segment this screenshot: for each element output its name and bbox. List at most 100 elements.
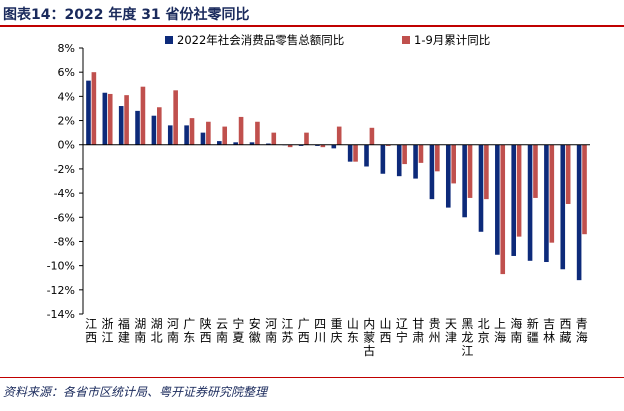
bar-series-1 <box>576 144 582 281</box>
bar-series-1 <box>233 142 238 145</box>
bar-series-1 <box>184 125 189 145</box>
x-tick-label: 西藏 <box>559 317 571 345</box>
x-tick-label: 黑龙江 <box>461 317 473 358</box>
bar-series-2 <box>565 144 571 204</box>
bar-series-2 <box>484 144 489 200</box>
bar-series-1 <box>151 115 157 145</box>
bar-series-1 <box>266 143 271 145</box>
x-tick-label: 江西 <box>85 317 97 345</box>
bar-series-1 <box>495 144 500 255</box>
bar-series-2 <box>336 126 342 145</box>
bar-series-1 <box>396 144 402 177</box>
bar-series-1 <box>380 144 386 174</box>
x-tick-label: 广西 <box>298 317 310 345</box>
bar-series-2 <box>107 93 113 145</box>
legend-swatch-series-1 <box>165 36 173 44</box>
y-axis: 8% 6% 4% 2% 0% -2% -4% -6% -8% -10% -12% -14% <box>47 42 84 321</box>
y-tick-label: -6% <box>54 211 75 224</box>
bar-series-2 <box>255 121 260 145</box>
bar-series-2 <box>435 144 440 172</box>
bar-series-1 <box>86 80 91 145</box>
bar-series-1 <box>544 144 549 263</box>
x-tick-label: 青海 <box>576 317 588 345</box>
bar-series-1 <box>364 144 369 167</box>
bar-series-1 <box>118 106 124 145</box>
bar-series-1 <box>167 125 173 145</box>
legend-label-series-2: 1-9月累计同比 <box>414 33 490 47</box>
bar-series-2 <box>418 144 424 163</box>
x-tick-label: 吉林 <box>543 317 555 345</box>
bar-series-1 <box>429 144 435 200</box>
bar-series-1 <box>331 144 337 149</box>
bar-series-1 <box>413 144 418 179</box>
x-tick-label: 江苏 <box>281 317 293 345</box>
x-tick-label: 福建 <box>118 316 130 345</box>
y-tick-label: 2% <box>58 115 75 128</box>
bar-series-2 <box>533 144 538 198</box>
x-tick-label: 新疆 <box>527 316 539 345</box>
x-tick-label: 内蒙古 <box>363 317 375 358</box>
y-tick-label: -2% <box>54 163 75 176</box>
x-tick-label: 宁夏 <box>232 316 244 345</box>
bar-series-2 <box>238 116 244 145</box>
x-tick-label: 云南 <box>216 317 228 345</box>
bar-series-2 <box>369 127 375 145</box>
bar-series-2 <box>173 90 178 145</box>
y-tick-label: -8% <box>54 235 75 248</box>
legend-swatch-series-2 <box>402 36 410 44</box>
bar-series-2 <box>500 144 506 275</box>
y-tick-label: -10% <box>47 260 75 273</box>
x-tick-label: 安徽 <box>249 316 261 345</box>
legend-label-series-1: 2022年社会消费品零售总额同比 <box>177 33 344 47</box>
bar-series-2 <box>124 95 129 145</box>
y-tick-label: 6% <box>58 66 75 79</box>
bar-series-2 <box>189 118 195 145</box>
x-tick-label: 湖南 <box>134 316 146 345</box>
bar-series-2 <box>157 107 162 145</box>
bar-series-1 <box>347 144 353 162</box>
x-tick-label: 贵州 <box>429 317 441 345</box>
bar-series-2 <box>271 132 277 145</box>
bar-series-1 <box>315 144 320 146</box>
y-tick-label: -12% <box>47 284 75 297</box>
bar-series-1 <box>560 144 566 270</box>
x-tick-label: 天津 <box>445 317 457 345</box>
bar-series-1 <box>200 132 206 145</box>
bar-series-2 <box>353 144 358 162</box>
bar-chart: 2022年社会消费品零售总额同比 1-9月累计同比 8% 6% 4% 2% 0% -2% -… <box>47 33 590 358</box>
y-tick-label: 4% <box>58 90 75 103</box>
bar-series-2 <box>287 144 293 148</box>
bar-series-1 <box>445 144 451 208</box>
bar-series-1 <box>478 144 484 232</box>
bar-series-2 <box>385 144 391 146</box>
bar-series-2 <box>304 132 309 145</box>
x-tick-label: 山西 <box>380 317 392 345</box>
bar-series-2 <box>451 144 456 184</box>
x-tick-label: 辽宁 <box>396 317 408 345</box>
bar-series-2 <box>549 144 555 243</box>
bar-series-1 <box>217 141 222 145</box>
x-tick-label: 海南 <box>510 316 522 345</box>
x-tick-label: 河南 <box>167 317 179 345</box>
bar-series-2 <box>467 144 473 198</box>
x-tick-label: 广东 <box>183 317 195 345</box>
bar-series-1 <box>527 144 533 261</box>
x-tick-label: 四川 <box>314 317 326 345</box>
x-tick-label: 河南 <box>265 317 277 345</box>
x-axis-labels: 江西浙江福建湖南湖北河南广东陕西云南宁夏安徽河南江苏广西四川重庆山东内蒙古山西辽… <box>85 316 588 358</box>
bar-series-1 <box>135 110 140 145</box>
title-divider <box>0 25 624 27</box>
x-tick-label: 甘肃 <box>412 317 424 345</box>
source-divider <box>0 377 624 378</box>
bar-series-2 <box>91 72 97 145</box>
bar-series-1 <box>511 144 516 256</box>
x-tick-label: 上海 <box>494 317 506 345</box>
x-tick-label: 重庆 <box>330 317 342 345</box>
x-tick-label: 浙江 <box>102 317 114 345</box>
figure-title: 图表14：2022 年度 31 省份社零同比 <box>3 7 250 23</box>
bar-series-2 <box>222 126 228 145</box>
bar-series-1 <box>298 144 304 146</box>
bar-series-1 <box>249 142 255 145</box>
source-note: 资料来源：各省市区统计局、粤开证券研究院整理 <box>3 385 268 399</box>
